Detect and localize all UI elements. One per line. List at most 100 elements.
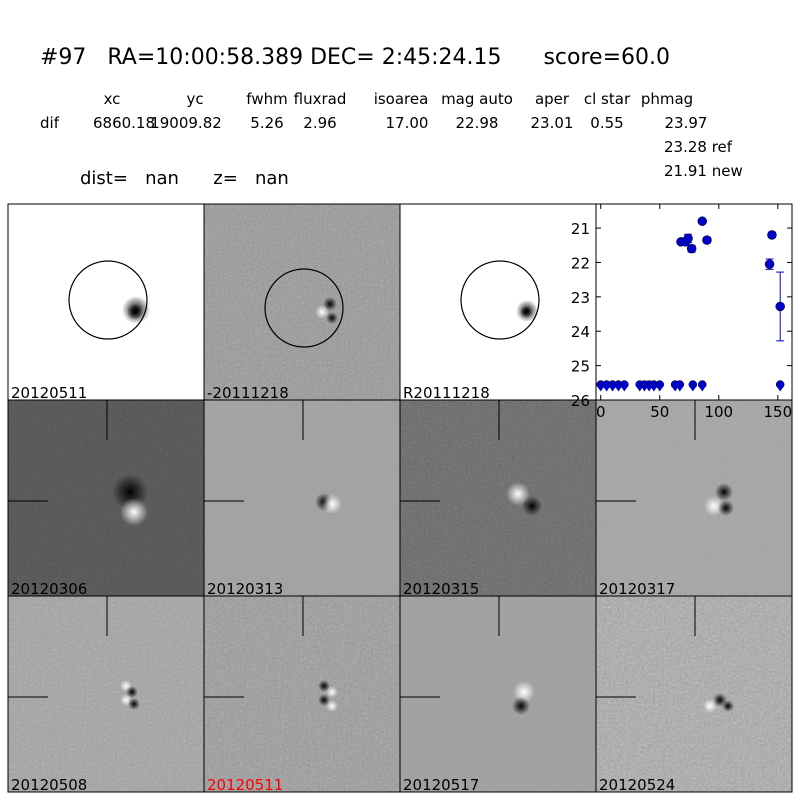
- panel-frame: [595, 595, 793, 793]
- cutout-panel: 20120313: [203, 399, 401, 598]
- source-blob: [715, 483, 733, 501]
- source-blob: [520, 306, 532, 318]
- panel-label: -20111218: [207, 384, 289, 402]
- cutout-noise: [204, 400, 400, 596]
- data-point: [683, 233, 693, 244]
- panel-label: 20120317: [599, 580, 675, 598]
- column-header: xc: [104, 90, 121, 108]
- row-value: 17.00: [386, 114, 429, 132]
- y-tick-label: 23: [571, 289, 590, 307]
- panel-label: R20111218: [403, 384, 490, 402]
- cutout-noise: [596, 400, 792, 596]
- row-value: 5.26: [250, 114, 283, 132]
- panel-label: 20120313: [207, 580, 283, 598]
- column-header: fluxrad: [294, 90, 347, 108]
- source-blob: [326, 312, 338, 324]
- new-mag: 21.91 new: [664, 162, 743, 180]
- limit-arrow: [675, 385, 684, 392]
- column-header: mag auto: [441, 90, 513, 108]
- column-header: yc: [186, 90, 203, 108]
- column-header: cl star: [584, 90, 631, 108]
- limit-arrow: [776, 385, 785, 392]
- data-point: [775, 301, 785, 312]
- source-blob: [128, 698, 140, 710]
- x-tick-label: 100: [704, 403, 733, 421]
- source-blob: [722, 700, 734, 712]
- cutout-panel: 20120524: [595, 595, 793, 794]
- data-point: [767, 230, 777, 240]
- source-blob: [120, 498, 148, 526]
- cutout-noise: [204, 204, 400, 400]
- cutout-panel: -20111218: [203, 203, 401, 402]
- source-blob: [522, 496, 542, 516]
- row-value: 23.01: [531, 114, 574, 132]
- cutout-background: [8, 204, 204, 400]
- cutout-noise: [400, 400, 596, 596]
- row-value: 0.55: [590, 114, 623, 132]
- cutout-noise: [8, 596, 204, 792]
- column-header: isoarea: [374, 90, 429, 108]
- cutout-panel: 20120511: [7, 203, 205, 402]
- title: #97 RA=10:00:58.389 DEC= 2:45:24.15 scor…: [40, 45, 670, 70]
- limit-arrow: [602, 385, 611, 392]
- limit-arrow: [620, 385, 629, 392]
- x-tick-label: 50: [650, 403, 669, 421]
- dist-z: dist= nan z= nan: [80, 168, 289, 189]
- plot-frame: [595, 203, 793, 401]
- cutout-panel: 20120306: [7, 399, 205, 598]
- cutout-panel: 20120508: [7, 595, 205, 794]
- row-value: 23.97: [665, 114, 708, 132]
- cutout-noise: [8, 400, 204, 596]
- panel-label: 20120315: [403, 580, 479, 598]
- panel-label: 20120517: [403, 776, 479, 794]
- source-blob: [315, 305, 329, 319]
- source-blob: [703, 699, 717, 713]
- cutout-panel: 20120517: [399, 595, 597, 794]
- row-value: 2.96: [303, 114, 336, 132]
- data-point: [686, 243, 697, 254]
- limit-arrow: [655, 385, 664, 392]
- x-tick-label: 150: [764, 403, 793, 421]
- column-header: phmag: [641, 90, 693, 108]
- x-tick-label: 0: [596, 403, 606, 421]
- source-blob: [322, 494, 342, 514]
- ref-mag: 23.28 ref: [664, 138, 733, 156]
- cutout-noise: [596, 596, 792, 792]
- y-tick-label: 21: [571, 220, 590, 238]
- limit-arrow: [608, 385, 617, 392]
- source-blob: [127, 304, 143, 320]
- limit-arrow: [596, 385, 605, 392]
- cutout-noise: [204, 596, 400, 792]
- cutout-panel: 20120317: [595, 399, 793, 598]
- data-point: [702, 235, 712, 245]
- cutout-background: [400, 204, 596, 400]
- y-tick-label: 24: [571, 323, 590, 341]
- row-value: 6860.18: [93, 114, 155, 132]
- cutout-panel: 20120511: [203, 595, 401, 794]
- plot-background: [596, 204, 792, 400]
- panel-label: 20120511: [207, 776, 283, 794]
- cutout-noise: [400, 596, 596, 792]
- aperture-circle: [264, 268, 344, 348]
- cutout-panel: R20111218: [399, 203, 597, 402]
- panel-label: 20120306: [11, 580, 87, 598]
- row-value: 19009.82: [150, 114, 222, 132]
- y-tick-label: 25: [571, 358, 590, 376]
- limit-arrow: [649, 385, 658, 392]
- column-header: aper: [535, 90, 570, 108]
- limit-arrow: [614, 385, 623, 392]
- row-value: 22.98: [456, 114, 499, 132]
- column-header: fwhm: [246, 90, 287, 108]
- row-label: dif: [40, 114, 60, 132]
- source-blob: [326, 686, 338, 698]
- source-blob: [512, 697, 530, 715]
- data-point: [697, 216, 708, 226]
- data-point: [764, 259, 775, 269]
- source-blob: [326, 700, 338, 712]
- y-tick-label: 22: [571, 254, 590, 272]
- aperture-circle: [460, 260, 540, 340]
- panel-label: 20120508: [11, 776, 87, 794]
- y-tick-label: 26: [571, 392, 590, 410]
- cutout-panel: 20120315: [399, 399, 597, 598]
